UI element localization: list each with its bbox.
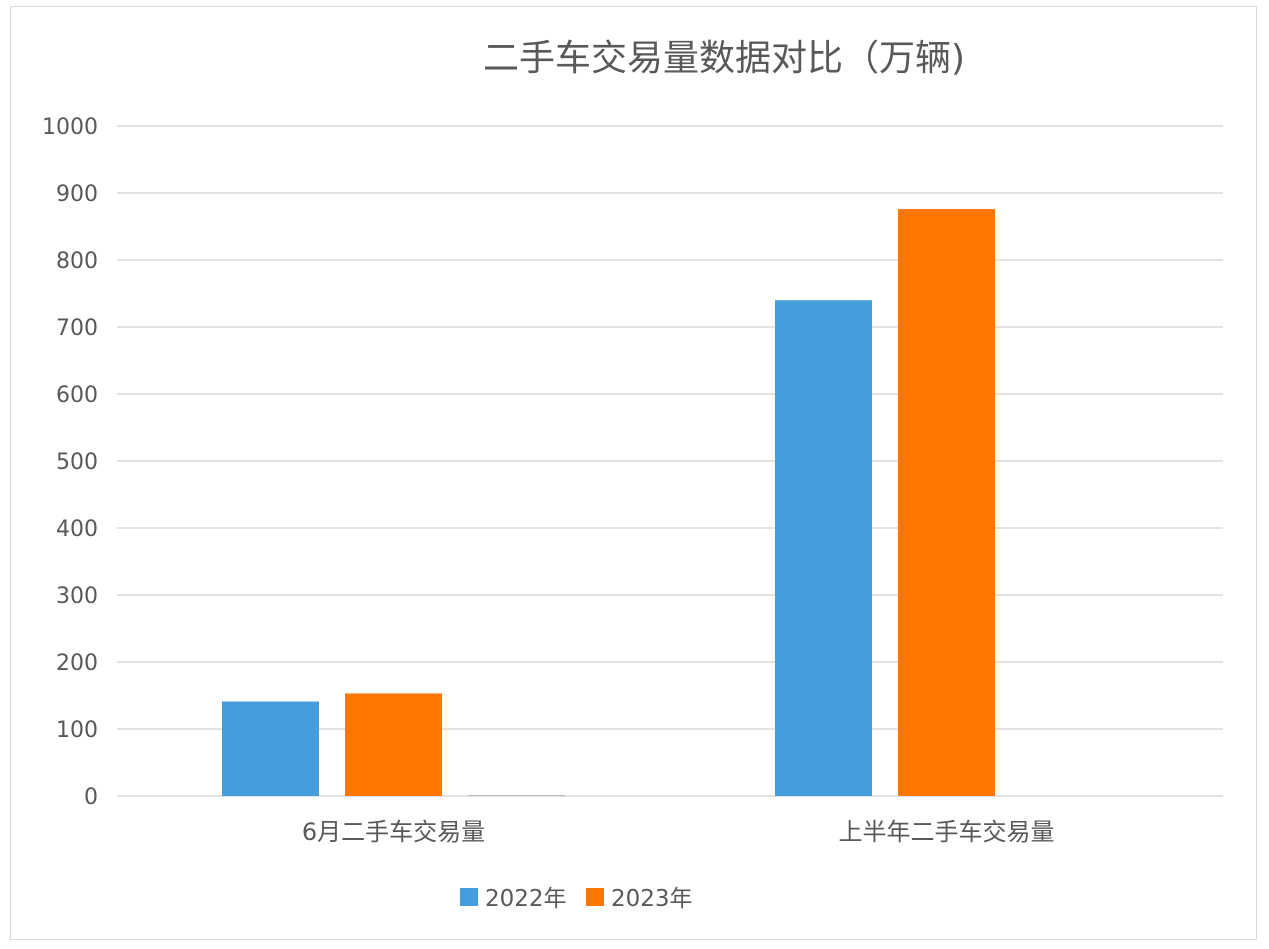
bar-2023年-1 [345,693,442,796]
chart-frame [10,6,1257,940]
x-axis-categories: 6月二手车交易量 上半年二手车交易量 [302,818,1055,846]
y-tick-label: 900 [56,182,98,207]
bars [222,209,995,796]
y-tick-label: 300 [56,584,98,609]
bar-2022年-2 [775,300,872,796]
y-tick-label: 1000 [42,115,98,140]
y-tick-label: 0 [84,785,98,810]
y-tick-label: 200 [56,651,98,676]
x-category-label: 6月二手车交易量 [302,818,485,846]
bar-2022年-1 [222,701,319,796]
bar-2023年-2 [898,209,995,796]
y-axis-ticks: 0 100 200 300 400 500 600 700 800 900 1000 [42,115,98,810]
y-tick-label: 500 [56,450,98,475]
y-tick-label: 700 [56,316,98,341]
y-tick-label: 100 [56,718,98,743]
y-tick-label: 800 [56,249,98,274]
y-tick-label: 400 [56,517,98,542]
legend-swatch [460,888,478,906]
legend-swatch [586,888,604,906]
bar-series-3-1 [468,795,565,796]
grid-lines [117,125,1223,797]
legend-label: 2022年 [485,886,567,912]
legend: 2022年 2023年 [460,886,693,912]
chart-title: 二手车交易量数据对比（万辆) [483,38,965,79]
legend-label: 2023年 [611,886,693,912]
y-tick-label: 600 [56,383,98,408]
x-category-label: 上半年二手车交易量 [839,818,1055,846]
